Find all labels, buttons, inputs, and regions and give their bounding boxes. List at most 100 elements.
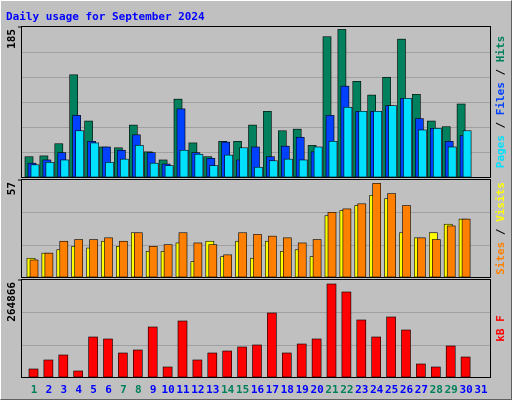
bar bbox=[296, 343, 307, 378]
bar bbox=[163, 244, 173, 278]
bar bbox=[89, 239, 98, 278]
x-tick-label: 12 bbox=[191, 383, 204, 396]
bar bbox=[254, 166, 263, 178]
x-tick-label: 23 bbox=[355, 383, 368, 396]
bar bbox=[60, 159, 70, 178]
x-tick-label: 14 bbox=[221, 383, 235, 396]
x-tick-label: 31 bbox=[474, 383, 488, 396]
bar bbox=[133, 349, 143, 378]
bar bbox=[387, 193, 396, 278]
bar bbox=[44, 252, 54, 278]
x-tick-label: 10 bbox=[161, 383, 174, 396]
bar bbox=[298, 159, 308, 178]
bar bbox=[237, 346, 247, 378]
bar bbox=[120, 158, 129, 178]
bar bbox=[326, 283, 337, 378]
bar bbox=[403, 98, 412, 178]
bar bbox=[313, 146, 323, 178]
bar bbox=[281, 352, 292, 378]
bar bbox=[461, 218, 471, 278]
x-tick-label: 4 bbox=[75, 383, 82, 396]
bar bbox=[29, 259, 39, 278]
bar bbox=[356, 319, 367, 378]
bar bbox=[238, 232, 247, 278]
x-tick-label: 11 bbox=[176, 383, 190, 396]
bar bbox=[312, 239, 322, 278]
legend-entry: Hits bbox=[494, 36, 507, 63]
x-tick-label: 25 bbox=[385, 383, 398, 396]
bar bbox=[267, 312, 277, 378]
legend-separator: / bbox=[494, 115, 507, 135]
bar bbox=[90, 142, 99, 178]
x-tick-label: 21 bbox=[325, 383, 339, 396]
bar bbox=[28, 368, 39, 378]
bar bbox=[224, 154, 233, 178]
x-tick-label: 19 bbox=[296, 383, 309, 396]
bar bbox=[103, 338, 113, 378]
x-tick-label: 8 bbox=[135, 383, 142, 396]
bar bbox=[282, 237, 292, 278]
legend: kB F bbox=[494, 315, 507, 342]
x-tick-label: 1 bbox=[31, 383, 38, 396]
bar bbox=[430, 366, 441, 378]
bar bbox=[88, 336, 98, 378]
legend-separator: / bbox=[494, 222, 507, 242]
bar bbox=[341, 291, 352, 378]
legend-entry: Visits bbox=[494, 182, 507, 222]
legend-separator: / bbox=[494, 62, 507, 82]
bar bbox=[371, 336, 382, 378]
x-tick-label: 30 bbox=[459, 383, 472, 396]
bar bbox=[342, 208, 352, 278]
bar bbox=[239, 147, 248, 178]
x-tick-label: 7 bbox=[120, 383, 127, 396]
legend-entry: kB F bbox=[494, 315, 507, 342]
bar bbox=[402, 205, 411, 278]
bar bbox=[45, 162, 55, 178]
x-tick-label: 27 bbox=[415, 383, 428, 396]
y-tick-label: 57 bbox=[5, 182, 18, 195]
bar bbox=[372, 183, 382, 278]
x-tick-label: 20 bbox=[310, 383, 323, 396]
bar bbox=[252, 344, 262, 378]
x-tick-label: 24 bbox=[370, 383, 384, 396]
bar bbox=[269, 160, 278, 178]
bar bbox=[162, 366, 173, 378]
x-tick-label: 6 bbox=[105, 383, 112, 396]
bar bbox=[297, 242, 307, 278]
bar bbox=[192, 359, 203, 378]
bar bbox=[327, 212, 337, 278]
bar bbox=[59, 240, 69, 278]
bar bbox=[447, 146, 457, 178]
bar bbox=[388, 105, 397, 178]
bar bbox=[222, 350, 232, 378]
legend-entry: Sites bbox=[494, 242, 507, 275]
bar bbox=[148, 246, 158, 278]
x-tick-label: 9 bbox=[150, 383, 157, 396]
bar bbox=[147, 326, 158, 378]
legend: Pages / Files / Hits bbox=[494, 36, 507, 169]
bar bbox=[283, 158, 293, 178]
bar bbox=[74, 239, 83, 278]
bar bbox=[73, 370, 83, 378]
bar bbox=[418, 129, 427, 178]
x-tick-label: 29 bbox=[445, 383, 458, 396]
bar bbox=[343, 106, 353, 178]
bar bbox=[268, 235, 277, 278]
bar bbox=[58, 354, 69, 378]
bar bbox=[178, 232, 188, 278]
x-tick-label: 26 bbox=[400, 383, 414, 396]
bar bbox=[105, 162, 114, 178]
x-tick-label: 15 bbox=[236, 383, 249, 396]
x-tick-label: 2 bbox=[46, 383, 53, 396]
bar bbox=[311, 338, 322, 378]
bar bbox=[432, 128, 442, 178]
x-tick-label: 3 bbox=[60, 383, 67, 396]
bar bbox=[357, 203, 367, 278]
legend-entry: Pages bbox=[494, 135, 507, 168]
bar bbox=[134, 232, 143, 278]
chart-title: Daily usage for September 2024 bbox=[6, 10, 205, 23]
bar bbox=[179, 149, 189, 178]
bar bbox=[417, 237, 426, 278]
